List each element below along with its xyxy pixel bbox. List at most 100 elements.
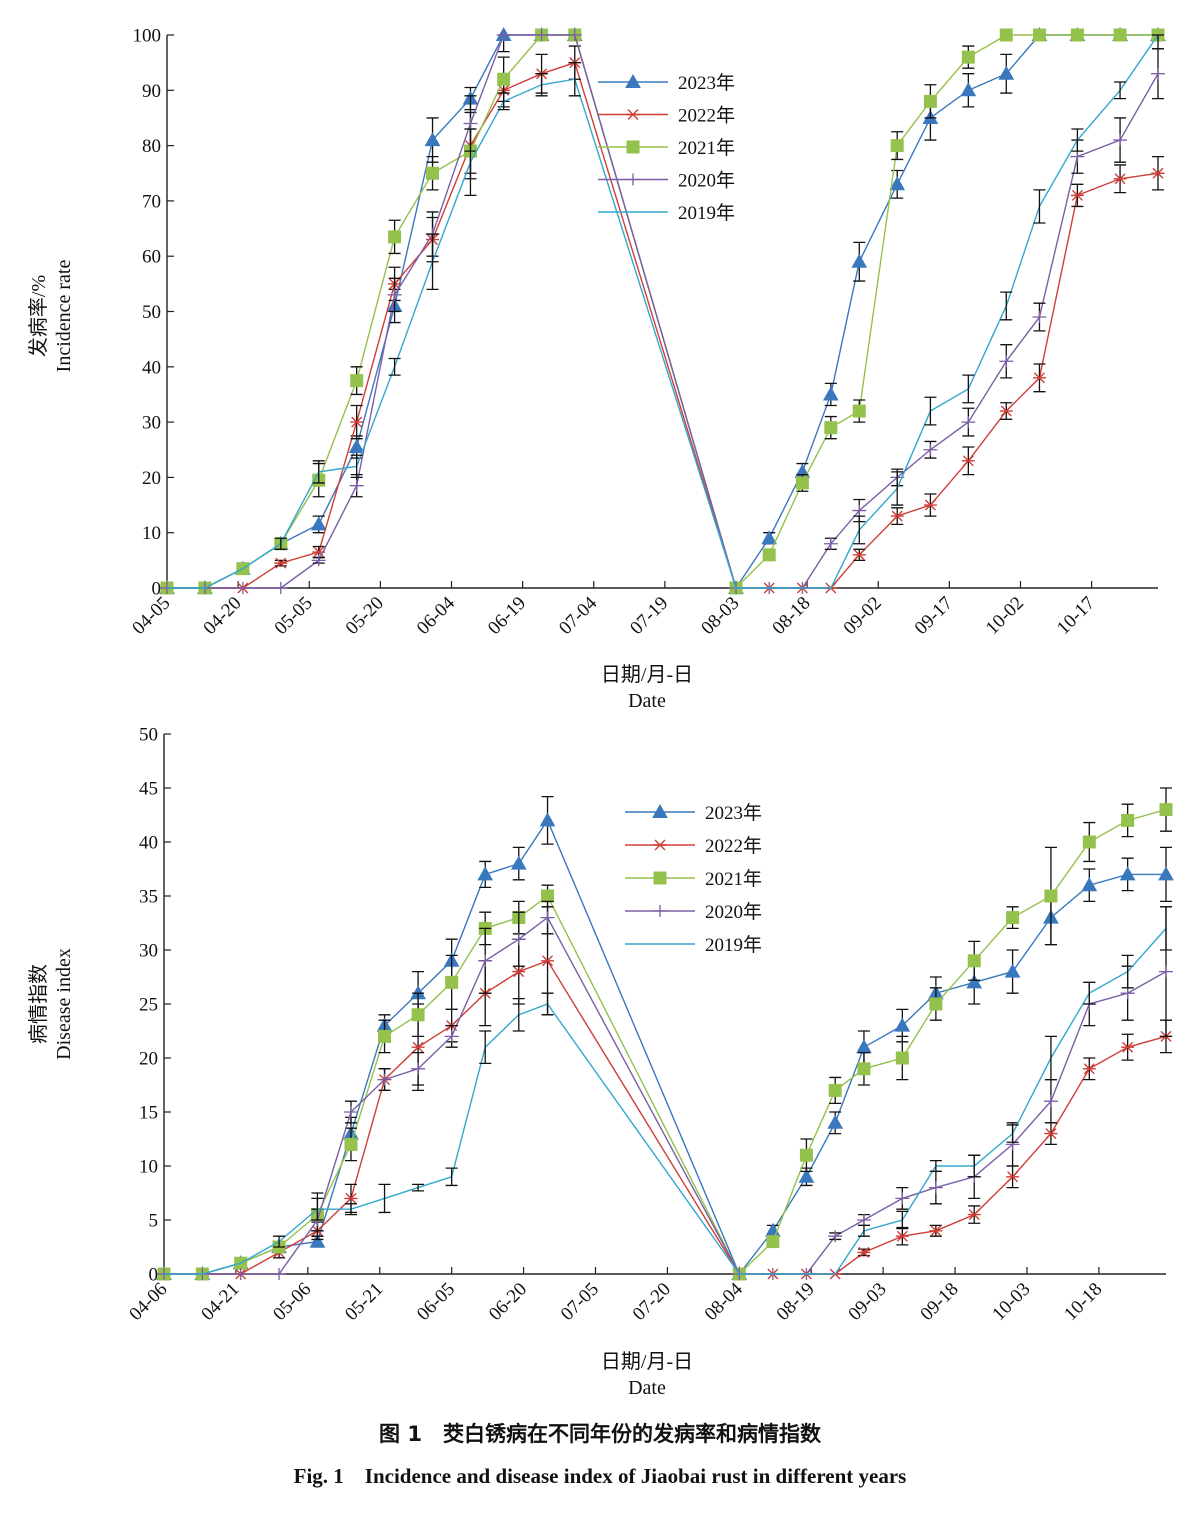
data-point	[478, 954, 493, 967]
data-point	[539, 812, 556, 827]
y-tick-label: 25	[139, 995, 158, 1016]
data-point	[309, 1233, 326, 1248]
x-tick-label: 04-06	[125, 1279, 171, 1325]
data-point	[463, 117, 478, 130]
y-tick-label: 0	[152, 579, 162, 600]
x-tick-label: 08-18	[768, 593, 814, 639]
legend-marker	[653, 839, 667, 851]
y-tick-label: 15	[139, 1103, 158, 1124]
legend-marker	[626, 109, 640, 120]
x-tick-label: 10-17	[1053, 593, 1099, 639]
x-tick-label: 04-21	[197, 1279, 243, 1325]
data-point	[444, 1030, 459, 1043]
legend: 2023年 2022年 2021年 2020年 2019年	[625, 802, 762, 956]
data-point	[1082, 835, 1096, 849]
data-point	[512, 966, 526, 978]
data-point	[961, 416, 976, 429]
error-bar	[273, 1235, 286, 1248]
data-point	[348, 438, 365, 453]
data-point	[960, 82, 977, 97]
data-point	[967, 954, 981, 968]
data-point	[378, 1029, 392, 1043]
error-bar	[512, 997, 525, 1032]
data-point	[273, 582, 288, 594]
legend-marker	[626, 173, 640, 186]
data-point	[497, 72, 511, 86]
data-point	[1032, 372, 1046, 384]
error-bar	[968, 1154, 981, 1178]
error-bar	[464, 128, 477, 197]
data-point	[233, 1268, 248, 1280]
data-point	[1113, 134, 1128, 147]
data-point	[424, 132, 441, 147]
error-bar	[857, 1224, 870, 1237]
legend-label: 2020年	[705, 901, 762, 923]
x-tick-label: 04-20	[199, 593, 245, 639]
data-point	[852, 404, 866, 418]
series-2023	[156, 795, 1174, 1280]
error-bar	[312, 460, 325, 484]
x-tick-label: 10-18	[1060, 1279, 1106, 1325]
data-point	[828, 1230, 843, 1243]
y-tick-label: 0	[149, 1265, 159, 1286]
x-tick-label: 06-19	[484, 593, 530, 639]
data-point	[923, 499, 937, 511]
data-point	[852, 549, 866, 561]
x-axis-title-en: Date	[628, 1377, 666, 1399]
error-bar	[311, 1197, 324, 1221]
data-point	[310, 516, 327, 531]
error-bar	[378, 1183, 391, 1214]
data-point	[822, 386, 839, 401]
series-2019	[164, 906, 1172, 1275]
data-point	[1004, 963, 1021, 978]
x-tick-label: 10-02	[982, 593, 1028, 639]
disease-index-chart: 病情指数 Disease index 日期/月-日 Date 051015202…	[27, 725, 1174, 1399]
y-tick-label: 35	[139, 887, 158, 908]
series-2021	[157, 787, 1173, 1281]
data-point	[999, 355, 1014, 368]
error-bar	[445, 1167, 458, 1187]
data-point	[343, 1106, 358, 1118]
data-point	[857, 1246, 871, 1258]
x-tick-label: 04-05	[128, 593, 174, 639]
x-tick-label: 10-03	[988, 1279, 1034, 1325]
data-point	[350, 416, 364, 428]
y-tick-label: 5	[149, 1211, 159, 1232]
legend-label: 2019年	[705, 934, 762, 956]
data-point	[1119, 866, 1136, 881]
data-point	[999, 28, 1013, 42]
x-tick-label: 09-17	[911, 593, 957, 639]
series-line	[167, 34, 1158, 590]
data-point	[890, 510, 904, 522]
data-point	[1081, 877, 1098, 892]
x-axis-title-cn: 日期/月-日	[601, 1351, 693, 1373]
figure-caption-en: Fig. 1 Incidence and disease index of Ji…	[293, 1464, 907, 1488]
x-tick-label: 08-19	[773, 1279, 819, 1325]
series-2023	[159, 26, 1166, 594]
data-point	[1044, 889, 1058, 903]
data-point	[894, 1017, 911, 1032]
data-point	[761, 530, 778, 545]
error-bar	[1083, 981, 1096, 1005]
x-axis-title-cn: 日期/月-日	[601, 664, 693, 686]
data-point	[344, 1137, 358, 1151]
data-point	[890, 139, 904, 153]
error-bar	[962, 374, 975, 404]
series-2022	[160, 45, 1165, 594]
y-tick-label: 100	[133, 26, 162, 47]
y-axis-title-en: Incidence rate	[53, 260, 75, 373]
figure-caption-cn: 图 1 茭白锈病在不同年份的发病率和病情指数	[379, 1422, 821, 1446]
x-tick-label: 09-18	[916, 1279, 962, 1325]
error-bar	[350, 454, 363, 479]
data-point	[344, 1192, 358, 1204]
data-point	[889, 176, 906, 191]
incidence-rate-chart: 发病率/% Incidence rate 日期/月-日 Date 0 10 20 30…	[27, 26, 1166, 712]
x-tick-label: 05-20	[342, 593, 388, 639]
data-point	[411, 1041, 425, 1053]
data-point	[929, 1225, 943, 1237]
data-point	[1043, 1095, 1058, 1108]
data-point	[541, 889, 555, 903]
data-point	[235, 582, 250, 594]
y-tick-label: 40	[139, 833, 158, 854]
